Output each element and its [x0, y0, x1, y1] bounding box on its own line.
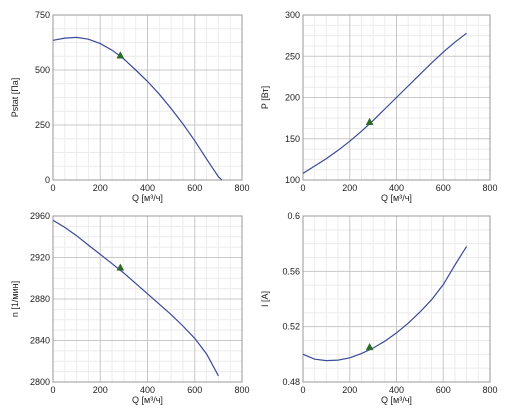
x-tick-label: 800	[482, 385, 497, 395]
y-tick-label: 500	[35, 65, 50, 75]
x-tick-label: 200	[93, 385, 108, 395]
y-tick-label: 150	[285, 134, 300, 144]
y-tick-label: 2960	[30, 211, 50, 221]
y-tick-label: 250	[35, 120, 50, 130]
y-tick-label: 0.56	[282, 266, 300, 276]
y-tick-label: 300	[285, 10, 300, 20]
x-tick-label: 600	[436, 183, 451, 193]
x-tick-label: 600	[187, 385, 202, 395]
y-tick-label: 0.48	[282, 377, 300, 387]
x-axis-title: Q [м³/ч]	[381, 193, 412, 203]
x-tick-label: 400	[389, 385, 404, 395]
chart-pstat: 0 200 400 600 800 0 250 500 750 Q [м³/ч] Pstat [Па…	[10, 10, 250, 203]
y-axis-title: Pstat [Па]	[10, 78, 20, 118]
y-axis-title: P [Вт]	[260, 86, 270, 109]
chart-speed: 0 200 400 600 800 2800 2840 2880 2920 2960 Q [м³/ч…	[10, 211, 250, 405]
x-tick-label: 600	[187, 183, 202, 193]
y-tick-label: 2880	[30, 294, 50, 304]
chart-power: 0 200 400 600 800 100 150 200 250 300 Q [м³/ч] P [В…	[260, 10, 498, 203]
y-tick-label: 2800	[30, 377, 50, 387]
plot-frame	[52, 215, 243, 383]
y-axis-title: I [A]	[260, 291, 270, 307]
y-tick-label: 250	[285, 51, 300, 61]
y-tick-label: 0	[45, 175, 50, 185]
y-tick-label: 0.6	[287, 211, 300, 221]
y-tick-label: 200	[285, 93, 300, 103]
x-tick-label: 200	[342, 385, 357, 395]
curve-power	[302, 32, 467, 174]
operating-point-marker	[116, 51, 125, 59]
chart-current: 0 200 400 600 800 0.48 0.52 0.56 0.6 Q [м³/ч] I [A…	[260, 211, 498, 405]
plot-frame	[52, 14, 243, 181]
y-axis-title: n [1/мин]	[10, 281, 20, 317]
x-axis-title: Q [м³/ч]	[381, 395, 412, 405]
y-tick-label: 2840	[30, 336, 50, 346]
x-tick-label: 0	[50, 385, 55, 395]
operating-point-marker	[116, 263, 125, 271]
y-tick-label: 750	[35, 10, 50, 20]
y-tick-label: 2920	[30, 253, 50, 263]
x-tick-label: 600	[436, 385, 451, 395]
y-tick-label: 0.52	[282, 322, 300, 332]
operating-point-marker	[365, 342, 374, 351]
curve-speed	[52, 219, 219, 377]
plot-frame	[302, 14, 491, 181]
x-tick-label: 400	[140, 385, 155, 395]
curve-pstat	[52, 36, 223, 181]
operating-point-marker	[365, 117, 374, 125]
x-axis-title: Q [м³/ч]	[132, 395, 163, 405]
x-tick-label: 400	[140, 183, 155, 193]
x-tick-label: 400	[389, 183, 404, 193]
y-tick-label: 100	[285, 175, 300, 185]
x-tick-label: 800	[234, 385, 249, 395]
x-tick-label: 200	[93, 183, 108, 193]
x-tick-label: 0	[300, 183, 305, 193]
x-tick-label: 0	[50, 183, 55, 193]
x-tick-label: 200	[342, 183, 357, 193]
curve-current	[302, 246, 468, 362]
x-axis-title: Q [м³/ч]	[132, 193, 163, 203]
x-tick-label: 0	[300, 385, 305, 395]
x-tick-label: 800	[482, 183, 497, 193]
plot-frame	[302, 215, 491, 383]
x-tick-label: 800	[234, 183, 249, 193]
